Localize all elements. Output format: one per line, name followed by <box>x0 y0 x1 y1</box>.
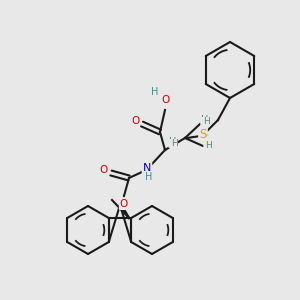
Text: O: O <box>99 165 107 175</box>
Text: H: H <box>202 118 209 127</box>
Text: H: H <box>204 143 212 153</box>
Text: H: H <box>201 115 209 125</box>
Text: H: H <box>206 142 212 151</box>
Text: H: H <box>151 87 159 97</box>
Text: S: S <box>199 128 207 142</box>
Text: O: O <box>161 95 169 105</box>
Text: N: N <box>143 163 151 173</box>
Text: O: O <box>120 199 128 209</box>
Text: H: H <box>145 172 153 182</box>
Text: H: H <box>171 140 177 148</box>
Text: H: H <box>169 137 177 147</box>
Text: O: O <box>131 116 139 126</box>
